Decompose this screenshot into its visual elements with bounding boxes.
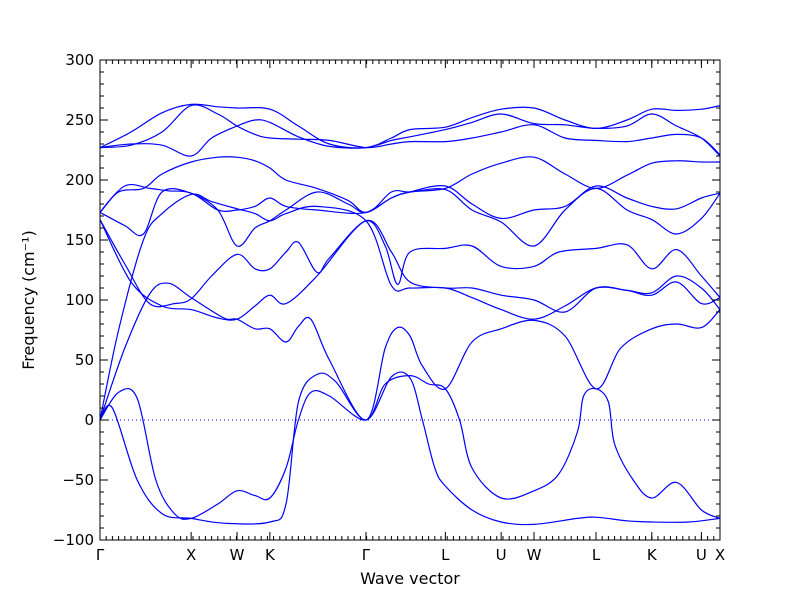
y-tick-label: 200: [65, 171, 94, 189]
x-tick-label: L: [592, 546, 601, 564]
y-axis-label: Frequency (cm⁻¹): [19, 230, 38, 369]
x-tick-label: K: [647, 546, 658, 564]
x-tick-label: U: [696, 546, 707, 564]
x-tick-label: W: [230, 546, 245, 564]
x-tick-label: Γ: [362, 546, 371, 564]
y-tick-label: −50: [62, 471, 94, 489]
y-tick-label: 0: [84, 411, 94, 429]
x-tick-label: K: [265, 546, 276, 564]
x-tick-label: X: [186, 546, 196, 564]
band-line-12: [99, 104, 721, 156]
x-axis-label: Wave vector: [360, 569, 460, 588]
x-tick-label: L: [441, 546, 450, 564]
y-tick-label: 100: [65, 291, 94, 309]
x-tick-label: X: [715, 546, 725, 564]
band-line-2: [99, 371, 721, 526]
band-line-6: [99, 219, 721, 321]
y-tick-label: −100: [53, 531, 94, 549]
y-tick-label: 150: [65, 231, 94, 249]
band-line-3: [99, 282, 721, 421]
band-line-5: [99, 219, 721, 308]
band-line-10: [99, 103, 721, 149]
x-tick-label: Γ: [96, 546, 105, 564]
x-tick-label: W: [527, 546, 542, 564]
band-line-9: [99, 113, 721, 157]
y-tick-label: 50: [75, 351, 94, 369]
band-lines: [99, 103, 721, 526]
plot-frame: [99, 59, 721, 541]
band-line-11: [99, 156, 721, 214]
y-tick-label: 250: [65, 111, 94, 129]
x-tick-label: U: [496, 546, 507, 564]
band-line-1: [99, 374, 721, 520]
y-tick-label: 300: [65, 51, 94, 69]
